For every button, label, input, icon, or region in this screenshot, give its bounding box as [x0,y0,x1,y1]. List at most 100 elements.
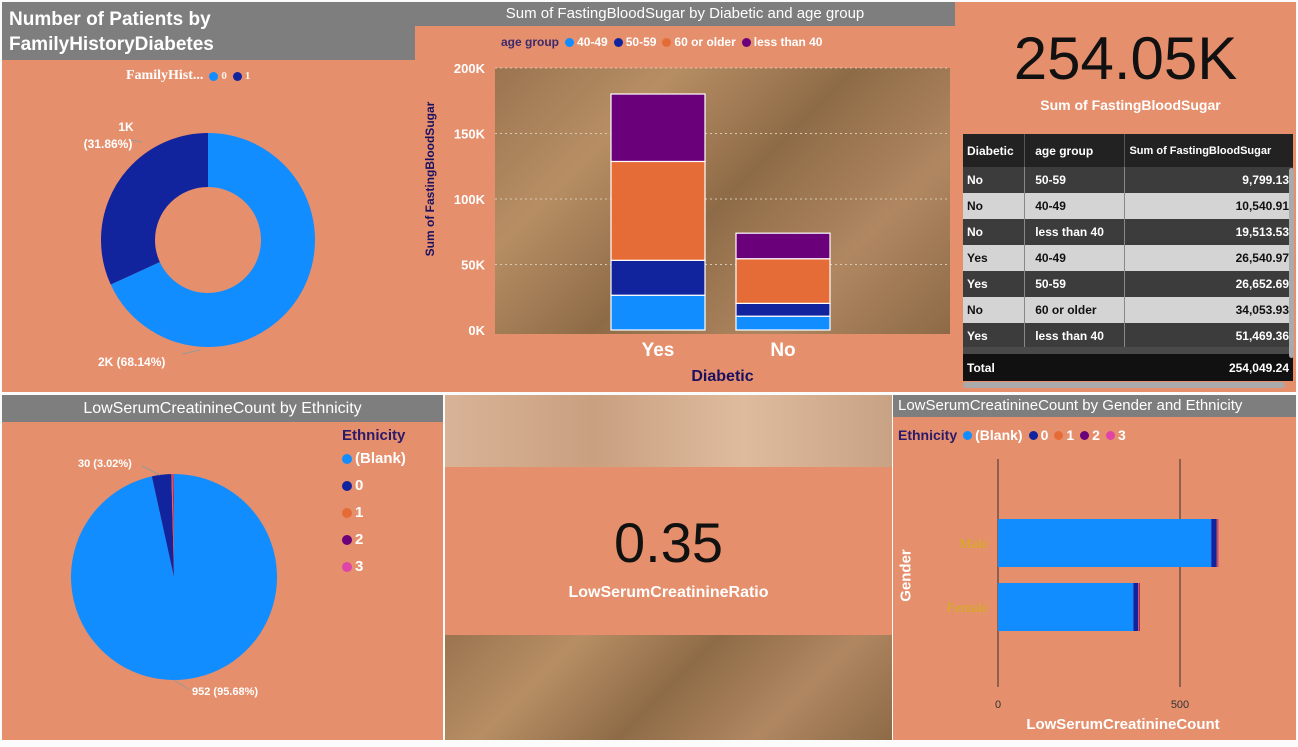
table-row[interactable]: Yes less than 40 51,469.36 [963,323,1293,349]
pie-leader-line [141,465,161,476]
legend-dot-icon [741,37,751,47]
hbar-legend-item[interactable]: 2 [1080,427,1100,443]
donut-chart[interactable] [2,2,415,392]
table-vertical-scrollbar[interactable] [1289,168,1294,358]
pie-legend-item-2[interactable]: 2 [342,531,406,548]
bar-segment-yes-0[interactable] [610,294,706,331]
bar-y-axis-label: Sum of FastingBloodSugar [423,101,437,257]
table-total-label: Total [967,361,995,375]
bar-legend[interactable]: age group 40-49 50-59 60 or older less t… [501,35,822,49]
fasting-table[interactable]: Diabetic age group Sum of FastingBloodSu… [963,134,1293,349]
horizontal-bar-chart[interactable]: 0 500 Male Female [893,395,1296,740]
hbar-segment-0-1[interactable] [1211,519,1217,567]
bar-panel: Sum of FastingBloodSugar by Diabetic and… [415,2,955,392]
table-header-sum[interactable]: Sum of FastingBloodSugar [1129,144,1272,157]
hbar-legend-item[interactable]: 3 [1105,427,1126,443]
pie-legend-item-blank[interactable]: (Blank) [342,450,406,467]
pie-legend-item-3[interactable]: 3 [342,558,406,575]
table-cell-age-group: 60 or older [1024,297,1126,323]
legend-label: (Blank) [975,427,1023,443]
donut-legend[interactable]: FamilyHist... 0 1 [126,68,250,84]
table-cell-sum: 19,513.53 [1235,225,1289,239]
hbar-segment-0-2[interactable] [1216,519,1218,567]
table-row[interactable]: No less than 40 19,513.53 [963,219,1293,245]
bar-legend-item[interactable]: 40-49 [565,35,608,49]
legend-label: (Blank) [355,450,406,467]
donut-label-1k: 1K [118,120,134,134]
bar-segment-no-1[interactable] [735,302,831,317]
hbar-legend-item[interactable]: (Blank) [963,427,1023,443]
pie-slice-3[interactable] [172,474,174,577]
table-total-row: Total 254,049.24 [963,354,1293,381]
donut-slice-1[interactable] [101,133,315,347]
bar-title-bar: Sum of FastingBloodSugar by Diabetic and… [415,2,955,26]
donut-legend-item-0[interactable]: 0 [209,70,227,82]
hbar-legend-item[interactable]: 1 [1054,427,1074,443]
pie-legend[interactable]: Ethnicity (Blank) 0 1 2 3 [342,427,406,575]
ratio-top-band [445,395,892,467]
bar-title: Sum of FastingBloodSugar by Diabetic and… [505,5,865,22]
donut-label-2k: 2K (68.14%) [98,355,166,369]
hbar-segment-1-3[interactable] [1138,583,1140,631]
pie-slice-1[interactable] [151,474,174,577]
legend-dot-icon [565,37,575,47]
legend-label: 3 [1117,427,1126,443]
pie-slice-2[interactable] [171,474,174,577]
table-cell-diabetic: Yes [963,323,1026,349]
bar-legend-title: age group [501,35,560,49]
legend-label: 0 [355,477,364,494]
legend-dot-icon [232,71,242,81]
donut-label-1k-pct: (31.86%) [83,137,133,151]
bar-x-tick: Yes [642,340,675,361]
pie-title: LowSerumCreatinineCount by Ethnicity [83,400,362,417]
table-scroll-overlay [963,347,1293,354]
hbar-segment-1-2[interactable] [1138,583,1139,631]
kpi-fasting-label: Sum of FastingBloodSugar [1040,97,1221,113]
legend-label: 1 [244,70,251,82]
table-header-age-group[interactable]: age group [1024,134,1126,167]
bar-segment-yes-1[interactable] [610,259,706,296]
table-row[interactable]: Yes 50-59 26,652.69 [963,271,1293,297]
table-row[interactable]: No 50-59 9,799.13 [963,167,1293,193]
legend-dot-icon [1054,430,1064,440]
donut-leader-line [129,139,143,143]
legend-dot-icon [963,430,973,440]
bar-segment-yes-2[interactable] [610,160,706,261]
table-horizontal-scrollbar[interactable] [963,382,1285,388]
table-cell-diabetic: No [963,297,1026,323]
bar-legend-item[interactable]: 50-59 [613,35,657,49]
pie-legend-item-0[interactable]: 0 [342,477,406,494]
table-row[interactable]: No 60 or older 34,053.93 [963,297,1293,323]
stacked-bar-chart[interactable]: 200K 150K 100K 50K 0K Yes No [415,2,955,392]
bar-segment-no-2[interactable] [735,258,831,304]
bar-segment-no-3[interactable] [735,232,831,260]
hbar-legend-title: Ethnicity [898,427,958,443]
donut-title-bar: Number of Patients by FamilyHistoryDiabe… [2,2,415,60]
hbar-segment-1-1[interactable] [1133,583,1139,631]
hbar-segment-1-0[interactable] [998,583,1134,631]
table-cell-sum: 26,652.69 [1235,277,1289,291]
donut-legend-item-1[interactable]: 1 [232,70,251,82]
table-row[interactable]: No 40-49 10,540.91 [963,193,1293,219]
bar-segment-yes-3[interactable] [610,93,706,163]
bar-segment-no-0[interactable] [735,315,831,331]
bar-legend-item[interactable]: less than 40 [741,35,822,49]
table-cell-sum: 9,799.13 [1242,173,1289,187]
pie-panel: LowSerumCreatinineCount by Ethnicity 30 … [2,395,443,740]
table-cell-age-group: 50-59 [1024,271,1126,297]
pie-legend-item-1[interactable]: 1 [342,504,406,521]
hbar-segment-0-4[interactable] [1217,519,1219,567]
bar-legend-item[interactable]: 60 or older [662,35,736,49]
legend-label: 50-59 [625,35,657,49]
hbar-segment-0-0[interactable] [998,519,1212,567]
pie-chart[interactable] [2,395,443,740]
hbar-legend[interactable]: Ethnicity (Blank) 0 1 2 3 [898,427,1126,443]
table-header-diabetic[interactable]: Diabetic [963,134,1026,167]
legend-dot-icon [342,507,352,518]
hbar-legend-item[interactable]: 0 [1028,427,1048,443]
kpi-fasting-value: 254.05K [1013,25,1238,92]
legend-dot-icon [662,37,672,47]
pie-slice-4[interactable] [173,474,174,577]
legend-label: 2 [1092,427,1100,443]
table-row[interactable]: Yes 40-49 26,540.97 [963,245,1293,271]
